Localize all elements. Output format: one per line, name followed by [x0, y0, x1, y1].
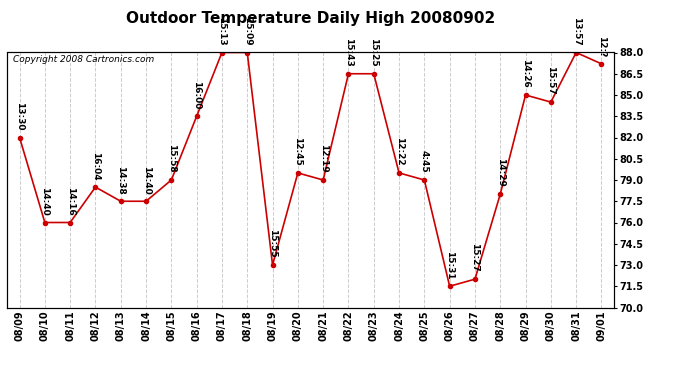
- Text: 13:57: 13:57: [571, 17, 581, 45]
- Text: 13:30: 13:30: [15, 102, 24, 130]
- Text: 15:43: 15:43: [344, 38, 353, 67]
- Text: 12:45: 12:45: [293, 137, 302, 166]
- Text: 14:16: 14:16: [66, 187, 75, 216]
- Text: 15:27: 15:27: [471, 243, 480, 272]
- Text: 4:45: 4:45: [420, 150, 429, 173]
- Text: 15:09: 15:09: [243, 17, 252, 45]
- Text: 14:29: 14:29: [495, 158, 505, 187]
- Text: 12:22: 12:22: [395, 137, 404, 166]
- Text: 15:55: 15:55: [268, 230, 277, 258]
- Text: 12:19: 12:19: [319, 144, 328, 173]
- Text: 15:25: 15:25: [369, 38, 378, 67]
- Text: Copyright 2008 Cartronics.com: Copyright 2008 Cartronics.com: [13, 55, 155, 64]
- Text: 15:57: 15:57: [546, 66, 555, 95]
- Text: 15:13: 15:13: [217, 17, 226, 45]
- Text: Outdoor Temperature Daily High 20080902: Outdoor Temperature Daily High 20080902: [126, 11, 495, 26]
- Text: 16:00: 16:00: [192, 81, 201, 109]
- Text: 15:58: 15:58: [167, 144, 176, 173]
- Text: 16:04: 16:04: [91, 152, 100, 180]
- Text: 15:31: 15:31: [445, 251, 454, 279]
- Text: 14:26: 14:26: [521, 59, 530, 88]
- Text: 14:40: 14:40: [40, 187, 50, 216]
- Text: 12:?: 12:?: [597, 36, 606, 57]
- Text: 14:40: 14:40: [141, 165, 150, 194]
- Text: 14:38: 14:38: [116, 165, 126, 194]
